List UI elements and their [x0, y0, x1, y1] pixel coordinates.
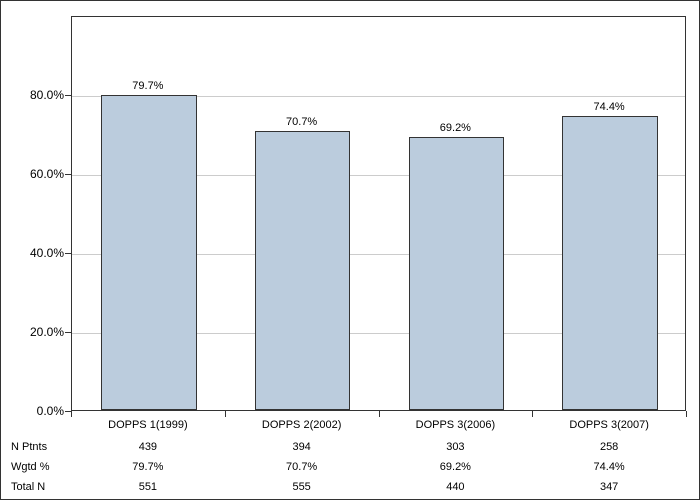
- y-tick-mark: [65, 332, 71, 333]
- data-row-value-total_n: 551: [139, 481, 157, 493]
- data-row-value-total_n: 440: [446, 481, 464, 493]
- y-tick-label: 40.0%: [9, 246, 64, 260]
- bar-value-label: 79.7%: [132, 80, 163, 92]
- data-row-value-n_ptnts: 303: [446, 441, 464, 453]
- plot-area: [71, 16, 686, 411]
- bar-value-label: 70.7%: [286, 116, 317, 128]
- y-tick-label: 60.0%: [9, 167, 64, 181]
- data-row-value-wgtd_pct: 79.7%: [132, 461, 163, 473]
- y-tick-label: 80.0%: [9, 88, 64, 102]
- bar: [562, 116, 657, 410]
- bar: [409, 137, 504, 410]
- y-tick-label: 20.0%: [9, 325, 64, 339]
- y-tick-mark: [65, 95, 71, 96]
- data-row-value-n_ptnts: 439: [139, 441, 157, 453]
- data-row-value-wgtd_pct: 70.7%: [286, 461, 317, 473]
- y-tick-label: 0.0%: [9, 404, 64, 418]
- x-category-label: DOPPS 2(2002): [262, 419, 341, 431]
- x-tick-mark: [379, 411, 380, 417]
- x-tick-mark: [225, 411, 226, 417]
- data-row-label-n_ptnts: N Ptnts: [11, 441, 47, 453]
- data-row-value-wgtd_pct: 69.2%: [440, 461, 471, 473]
- data-row-value-wgtd_pct: 74.4%: [594, 461, 625, 473]
- chart-container: 0.0% 20.0% 40.0% 60.0% 80.0% N Ptnts Wgtd % Tot…: [0, 0, 700, 500]
- x-tick-mark: [532, 411, 533, 417]
- bar: [101, 95, 196, 410]
- data-row-value-total_n: 555: [292, 481, 310, 493]
- data-row-value-n_ptnts: 394: [292, 441, 310, 453]
- x-category-label: DOPPS 3(2007): [569, 419, 648, 431]
- x-category-label: DOPPS 3(2006): [416, 419, 495, 431]
- bar: [255, 131, 350, 410]
- bar-value-label: 74.4%: [594, 101, 625, 113]
- data-row-value-n_ptnts: 258: [600, 441, 618, 453]
- x-tick-mark: [686, 411, 687, 417]
- data-row-label-total_n: Total N: [11, 481, 45, 493]
- y-tick-mark: [65, 253, 71, 254]
- data-row-label-wgtd_pct: Wgtd %: [11, 461, 50, 473]
- data-row-value-total_n: 347: [600, 481, 618, 493]
- x-category-label: DOPPS 1(1999): [108, 419, 187, 431]
- y-tick-mark: [65, 174, 71, 175]
- bar-value-label: 69.2%: [440, 122, 471, 134]
- x-tick-mark: [71, 411, 72, 417]
